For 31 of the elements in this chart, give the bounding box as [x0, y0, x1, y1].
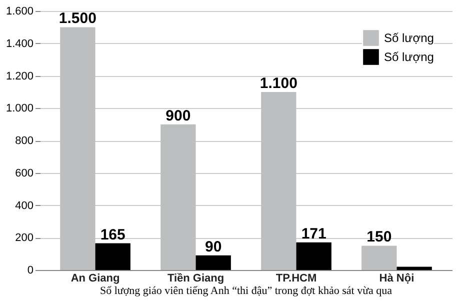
bar — [296, 242, 332, 270]
y-tick-label: 800 — [15, 135, 34, 147]
y-tick-label: 1.400 — [6, 38, 34, 50]
y-tick-label: 0 — [27, 264, 34, 276]
text: Số lượng giáo viên tiếng Anh “thi đậu” trong đợt khảo sát vừa qua — [100, 285, 392, 297]
bar — [261, 92, 296, 270]
bar — [196, 255, 231, 270]
legend-label: Số lượng — [384, 50, 434, 64]
data-label: 90 — [205, 238, 222, 256]
legend-label: Số lượng — [384, 31, 434, 45]
bar — [396, 266, 432, 270]
y-tick-label: 200 — [15, 232, 34, 244]
bar — [95, 243, 130, 270]
x-tick-label: An Giang — [70, 272, 120, 284]
y-tick-label: 600 — [15, 167, 34, 180]
y-tick-label: 1.200 — [6, 70, 34, 82]
bar — [160, 124, 196, 270]
data-label: 900 — [166, 107, 191, 124]
data-label: 165 — [100, 226, 126, 244]
data-label: 150 — [366, 228, 392, 246]
data-label: 1.500 — [58, 10, 96, 28]
y-tick-label: 400 — [15, 200, 34, 212]
y-tick-label: 1.000 — [6, 102, 34, 115]
data-label: 171 — [301, 225, 326, 242]
x-tick-label: Tiền Giang — [167, 272, 224, 284]
x-tick-label: Hà Nội — [379, 272, 414, 284]
bar — [362, 246, 397, 270]
data-label: 1.100 — [260, 74, 298, 92]
bar — [60, 27, 96, 270]
y-tick-label: 1.600 — [6, 6, 34, 18]
x-tick-label: TP.HCM — [276, 272, 317, 284]
